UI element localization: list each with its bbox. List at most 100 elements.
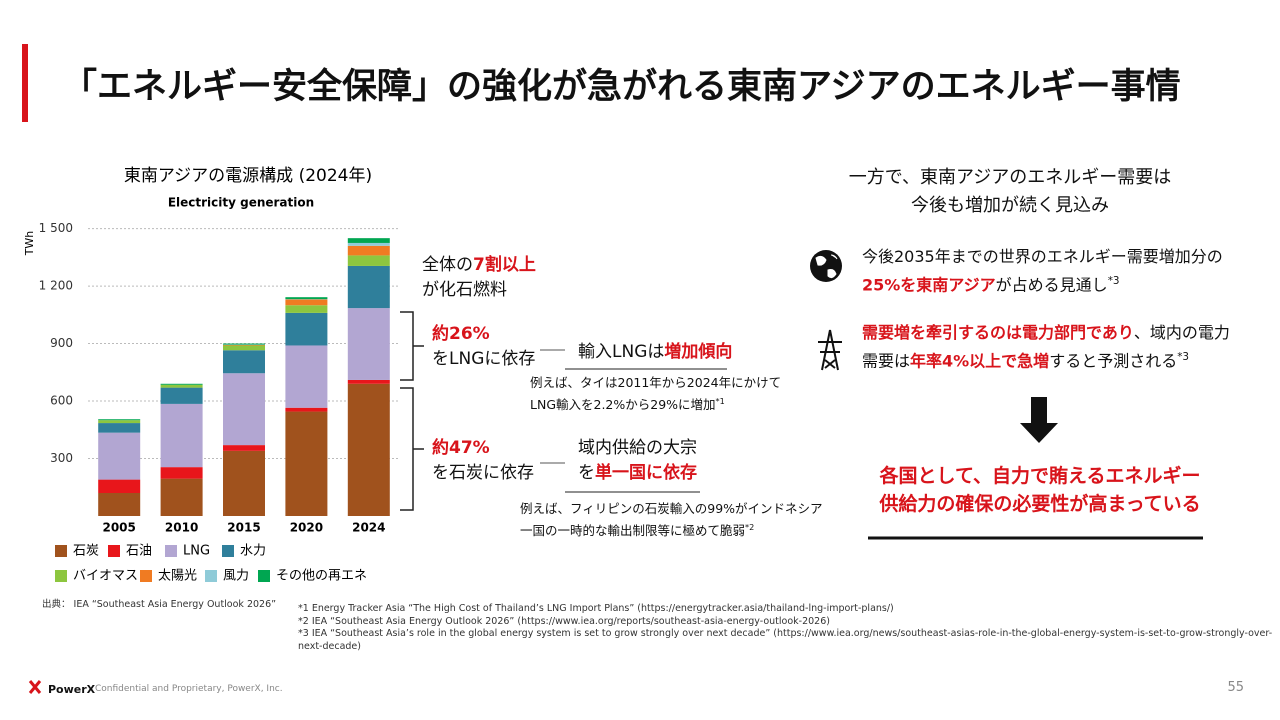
bar-segment bbox=[160, 384, 203, 388]
text-segment: 25%を東南アジア bbox=[862, 275, 996, 295]
text-line: を単一国に依存 bbox=[578, 461, 697, 486]
logo-text: PowerX bbox=[48, 683, 96, 696]
footnote: *1 Energy Tracker Asia “The High Cost of… bbox=[298, 603, 894, 614]
bar-segment bbox=[223, 343, 265, 345]
bar-segment bbox=[223, 350, 265, 374]
text-line: 例えば、フィリピンの石炭輸入の99%がインドネシア bbox=[520, 499, 823, 518]
bar-segment bbox=[285, 411, 328, 516]
bar-segment bbox=[223, 345, 265, 351]
coal-heading: 域内供給の大宗を単一国に依存 bbox=[578, 436, 697, 486]
text-segment: 域内供給の大宗 bbox=[578, 438, 697, 458]
bar-segment bbox=[98, 493, 141, 516]
brackets bbox=[400, 311, 424, 511]
dashes bbox=[540, 349, 565, 464]
title-accent bbox=[22, 44, 28, 122]
bar-segment bbox=[347, 255, 390, 266]
text-segment: *3 bbox=[1107, 275, 1120, 287]
fossil-note: 全体の7割以上 が化石燃料 bbox=[422, 253, 536, 303]
bar-segment bbox=[285, 297, 328, 300]
text-line: 例えば、タイは2011年から2024年にかけて bbox=[530, 373, 781, 392]
legend-label: 太陽光 bbox=[158, 569, 197, 584]
text-segment: LNG輸入を2.2%から29%に増加 bbox=[530, 397, 716, 413]
legend-label: バイオマス bbox=[73, 569, 138, 584]
legend-label: 水力 bbox=[240, 544, 266, 559]
text-line: 25%を東南アジアが占める見通し*3 bbox=[862, 269, 1223, 297]
y-tick-label: 300 bbox=[50, 451, 73, 465]
x-tick-label: 2020 bbox=[290, 521, 323, 535]
coal-share: 約47% を石炭に依存 bbox=[432, 436, 534, 486]
text-line: 需要増を牽引するのは電力部門であり、域内の電力 bbox=[862, 320, 1230, 345]
legend-label: 石油 bbox=[126, 544, 152, 559]
down-arrow bbox=[1020, 397, 1058, 443]
bar-segment bbox=[347, 242, 390, 246]
globe-icon bbox=[810, 250, 842, 282]
x-tick-label: 2015 bbox=[227, 521, 260, 535]
x-tick-label: 2010 bbox=[165, 521, 198, 535]
bar-segment bbox=[160, 387, 203, 404]
bar-segment bbox=[223, 373, 265, 446]
bar-segment bbox=[285, 299, 328, 306]
confidential: Confidential and Proprietary, PowerX, In… bbox=[95, 684, 283, 694]
bar-segment bbox=[98, 423, 141, 433]
legend-swatch bbox=[140, 570, 152, 582]
text-line: をLNGに依存 bbox=[432, 347, 535, 372]
item-global-demand: 今後2035年までの世界のエネルギー需要増加分の 25%を東南アジアが占める見通し… bbox=[862, 244, 1223, 297]
text-segment: 輸入LNGは bbox=[578, 342, 665, 362]
y-tick-label: 900 bbox=[50, 336, 73, 350]
bar-segment bbox=[160, 403, 203, 468]
bar-segment bbox=[223, 450, 265, 516]
footnote: *3 IEA “Southeast Asia’s role in the glo… bbox=[298, 628, 1273, 652]
text-segment: 供給力の確保の必要性が高まっている bbox=[879, 493, 1201, 515]
text-line: 一国の一時的な輸出制限等に極めて脆弱*2 bbox=[520, 518, 823, 540]
text-segment: 約47% bbox=[432, 438, 490, 458]
text-line: 供給力の確保の必要性が高まっている bbox=[840, 490, 1240, 518]
legend-swatch bbox=[205, 570, 217, 582]
text-segment: すると予測される bbox=[1049, 351, 1178, 371]
chart-title: 東南アジアの電源構成 (2024年) bbox=[124, 166, 372, 186]
bar-segment bbox=[98, 432, 141, 480]
bar-segment bbox=[347, 245, 390, 256]
text-segment: 需要増を牽引するのは電力部門であり bbox=[862, 323, 1134, 342]
bar-segment bbox=[347, 383, 390, 516]
legend-swatch bbox=[55, 545, 67, 557]
text-line: が化石燃料 bbox=[422, 278, 536, 303]
legend-label: 石炭 bbox=[73, 544, 99, 559]
text-segment: を石炭に依存 bbox=[432, 463, 534, 483]
bar-segment bbox=[285, 305, 328, 313]
bar-segment bbox=[347, 238, 390, 243]
bar-segment bbox=[223, 445, 265, 451]
bar-segment bbox=[98, 419, 141, 421]
text-segment: 今後も増加が続く見込み bbox=[911, 195, 1109, 216]
text-segment: 今後2035年までの世界のエネルギー需要増加分の bbox=[862, 247, 1223, 266]
bar-segment bbox=[98, 420, 141, 424]
text-segment: *3 bbox=[1177, 351, 1190, 363]
bar-segment bbox=[347, 379, 390, 384]
bar-segment bbox=[285, 407, 328, 412]
bar-segment bbox=[160, 478, 203, 516]
text-segment: を bbox=[578, 463, 595, 483]
slide-title: 「エネルギー安全保障」の強化が急がれる東南アジアのエネルギー事情 bbox=[62, 67, 1181, 107]
text-segment: 各国として、自力で賄えるエネルギー bbox=[879, 465, 1201, 487]
text-segment: *2 bbox=[745, 522, 755, 532]
footnote: *2 IEA “Southeast Asia Energy Outlook 20… bbox=[298, 615, 830, 627]
text-line: LNG輸入を2.2%から29%に増加*1 bbox=[530, 392, 781, 414]
right-heading: 一方で、東南アジアのエネルギー需要は 今後も増加が続く見込み bbox=[810, 164, 1210, 220]
underlines bbox=[565, 368, 727, 493]
bar-segment bbox=[347, 265, 390, 309]
text-segment: 例えば、タイは2011年から2024年にかけて bbox=[530, 375, 782, 390]
bar-segment bbox=[285, 312, 328, 346]
text-line: を石炭に依存 bbox=[432, 461, 534, 486]
text-line: 輸入LNGは増加傾向 bbox=[578, 337, 732, 362]
text-line: 約47% bbox=[432, 436, 534, 461]
text-line: 約26% bbox=[432, 322, 535, 347]
text-segment: 需要は bbox=[862, 351, 911, 371]
legend-swatch bbox=[222, 545, 234, 557]
y-tick-label: 1 200 bbox=[39, 279, 73, 293]
page-number: 55 bbox=[1227, 680, 1244, 695]
lng-share: 約26% をLNGに依存 bbox=[432, 322, 535, 372]
legend-label: LNG bbox=[183, 544, 210, 559]
legend-swatch bbox=[258, 570, 270, 582]
legend-swatch bbox=[165, 545, 177, 557]
text-segment: 年率4%以上で急増 bbox=[910, 351, 1050, 371]
